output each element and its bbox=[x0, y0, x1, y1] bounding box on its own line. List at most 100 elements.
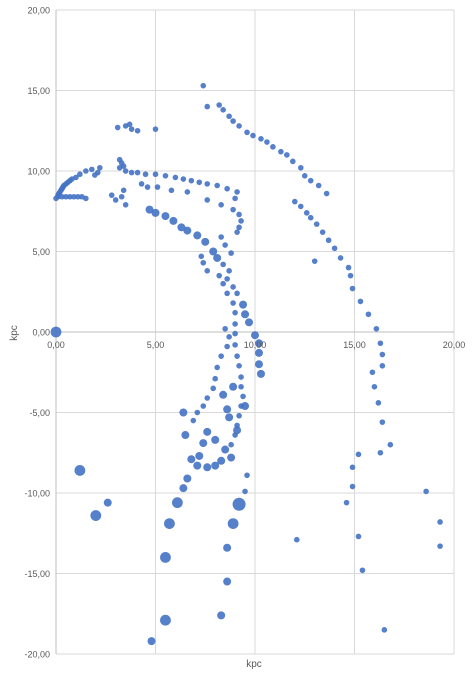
data-point bbox=[241, 402, 250, 411]
x-tick-label: 5,00 bbox=[147, 340, 165, 350]
data-point bbox=[284, 152, 290, 158]
data-point bbox=[55, 193, 61, 200]
y-tick-label: -10,00 bbox=[24, 489, 50, 499]
data-point bbox=[211, 435, 220, 444]
data-point bbox=[292, 198, 298, 205]
data-point bbox=[234, 290, 240, 297]
data-point bbox=[134, 127, 141, 134]
data-point bbox=[232, 309, 238, 316]
data-point bbox=[120, 187, 127, 194]
data-point bbox=[437, 543, 443, 549]
data-point bbox=[230, 300, 236, 306]
data-point bbox=[128, 126, 135, 132]
data-point bbox=[226, 268, 232, 274]
data-point bbox=[200, 403, 207, 409]
data-point bbox=[204, 197, 211, 203]
data-point bbox=[214, 364, 220, 371]
data-point bbox=[74, 465, 86, 476]
data-point bbox=[242, 488, 248, 495]
data-point bbox=[315, 182, 322, 189]
data-point bbox=[162, 173, 169, 179]
data-point bbox=[223, 577, 232, 586]
data-point bbox=[230, 284, 236, 290]
data-point bbox=[171, 497, 183, 509]
data-point bbox=[59, 193, 65, 200]
data-point bbox=[357, 298, 364, 305]
data-point bbox=[181, 431, 190, 440]
data-point bbox=[198, 253, 205, 260]
data-point bbox=[213, 253, 222, 262]
x-axis-title: kpc bbox=[246, 659, 262, 670]
data-point bbox=[224, 343, 230, 350]
y-axis-title: kpc bbox=[9, 325, 20, 341]
data-point bbox=[373, 325, 380, 332]
y-tick-label: 10,00 bbox=[27, 167, 50, 177]
data-point bbox=[241, 310, 250, 319]
data-point bbox=[50, 326, 62, 338]
data-point bbox=[228, 250, 234, 256]
data-point bbox=[224, 276, 230, 282]
data-point bbox=[234, 353, 240, 359]
data-point bbox=[160, 614, 171, 626]
data-point bbox=[359, 567, 366, 574]
y-tick-label: -5,00 bbox=[29, 408, 50, 418]
data-point bbox=[236, 123, 242, 129]
data-point bbox=[345, 264, 352, 271]
data-point bbox=[256, 369, 265, 378]
data-point bbox=[375, 400, 382, 406]
data-point bbox=[164, 518, 175, 529]
data-point bbox=[218, 353, 224, 359]
data-point bbox=[108, 192, 115, 198]
data-point bbox=[239, 300, 248, 309]
data-point bbox=[220, 107, 226, 113]
data-point bbox=[219, 390, 228, 399]
data-point bbox=[250, 132, 256, 139]
data-point bbox=[138, 181, 145, 187]
data-point bbox=[244, 129, 250, 136]
data-point bbox=[201, 237, 210, 246]
data-point bbox=[301, 173, 308, 179]
data-point bbox=[177, 223, 186, 232]
data-point bbox=[331, 245, 338, 252]
data-point bbox=[221, 445, 230, 454]
data-point bbox=[210, 385, 217, 392]
data-point bbox=[67, 193, 73, 200]
y-tick-label: -20,00 bbox=[24, 650, 50, 660]
data-point bbox=[226, 113, 232, 120]
data-point bbox=[196, 179, 203, 186]
data-point bbox=[103, 498, 112, 507]
data-point bbox=[183, 226, 192, 235]
x-tick-label: 20,00 bbox=[443, 340, 466, 350]
data-point bbox=[114, 124, 121, 131]
data-point bbox=[232, 321, 238, 327]
data-point bbox=[307, 214, 314, 221]
data-point bbox=[236, 412, 242, 419]
data-point bbox=[204, 268, 211, 274]
data-point bbox=[168, 187, 175, 194]
data-point bbox=[325, 237, 332, 244]
data-point bbox=[183, 474, 192, 483]
data-point bbox=[365, 311, 372, 318]
data-point bbox=[193, 231, 202, 240]
x-tick-label: 10,00 bbox=[244, 340, 267, 350]
data-point bbox=[222, 242, 228, 248]
data-point bbox=[216, 102, 222, 108]
data-point bbox=[218, 202, 224, 208]
data-point bbox=[307, 177, 314, 184]
data-point bbox=[297, 164, 304, 171]
data-point bbox=[227, 453, 236, 462]
data-point bbox=[118, 193, 125, 200]
data-point bbox=[179, 408, 188, 417]
data-point bbox=[71, 193, 77, 200]
data-point bbox=[251, 331, 259, 340]
data-point bbox=[355, 533, 362, 540]
data-point bbox=[218, 234, 224, 240]
data-point bbox=[236, 363, 242, 369]
data-point bbox=[240, 393, 246, 400]
data-point bbox=[151, 208, 160, 217]
data-point bbox=[377, 340, 384, 347]
data-point bbox=[216, 272, 222, 279]
data-point bbox=[270, 144, 276, 150]
data-point bbox=[379, 419, 386, 425]
data-point bbox=[214, 182, 220, 189]
